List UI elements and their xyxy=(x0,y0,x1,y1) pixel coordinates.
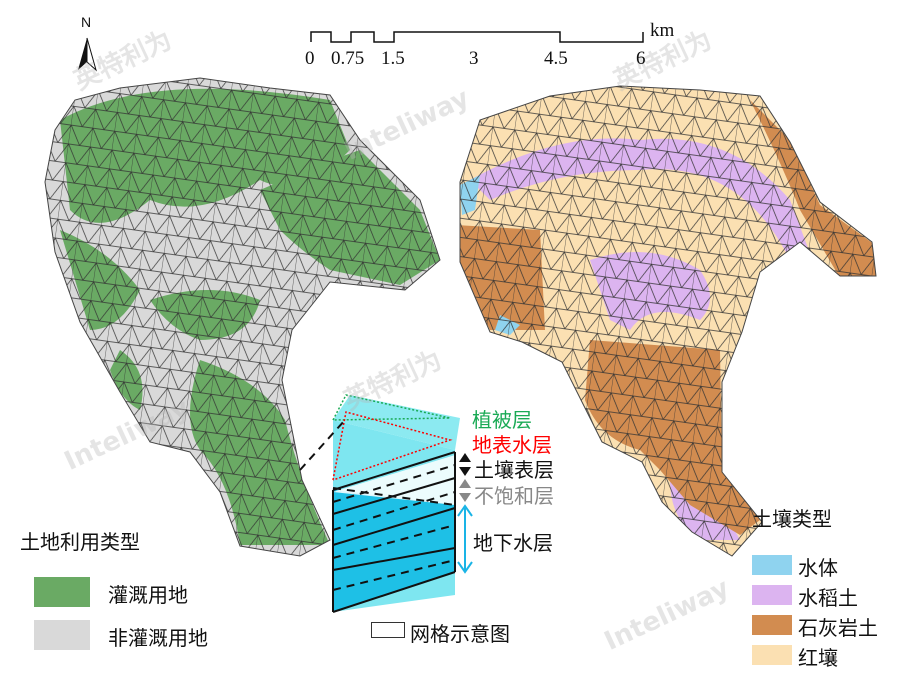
layer-groundwater: 地下水层 xyxy=(473,531,553,555)
non-irrigated-label: 非灌溉用地 xyxy=(108,626,208,650)
layer-topsoil: 土壤表层 xyxy=(474,458,554,482)
scale-tick: 0.75 xyxy=(331,48,365,69)
irrigated-swatch xyxy=(34,577,90,607)
scale-tick: 1.5 xyxy=(381,48,405,69)
scale-tick: 6 xyxy=(636,48,646,69)
paddy-soil-label: 水稻土 xyxy=(798,586,858,610)
layer-surface-water: 地表水层 xyxy=(472,433,552,457)
layer-vegetation: 植被层 xyxy=(472,408,532,432)
north-label: N xyxy=(81,14,92,30)
grid-legend-swatch xyxy=(371,622,405,638)
irrigated-label: 灌溉用地 xyxy=(108,583,188,607)
water-swatch xyxy=(752,555,792,575)
scale-tick: 4.5 xyxy=(544,48,568,69)
red-soil-swatch xyxy=(752,645,792,665)
red-soil-label: 红壤 xyxy=(798,646,838,670)
scale-tick: 3 xyxy=(469,48,479,69)
limestone-soil-swatch xyxy=(752,615,792,635)
land-use-legend-title: 土地利用类型 xyxy=(20,530,140,554)
scale-unit: km xyxy=(650,20,675,41)
scale-tick: 0 xyxy=(305,48,315,69)
scale-bar xyxy=(310,31,644,43)
north-arrow-icon xyxy=(78,37,97,72)
water-label: 水体 xyxy=(798,556,838,580)
grid-legend-label: 网格示意图 xyxy=(410,622,510,646)
paddy-soil-swatch xyxy=(752,585,792,605)
layer-unsaturated: 不饱和层 xyxy=(474,484,554,508)
limestone-soil-label: 石灰岩土 xyxy=(798,616,878,640)
layer-arrows xyxy=(457,453,473,574)
non-irrigated-swatch xyxy=(34,620,90,650)
grid-schematic xyxy=(299,394,473,613)
soil-legend-title: 土壤类型 xyxy=(752,507,832,531)
